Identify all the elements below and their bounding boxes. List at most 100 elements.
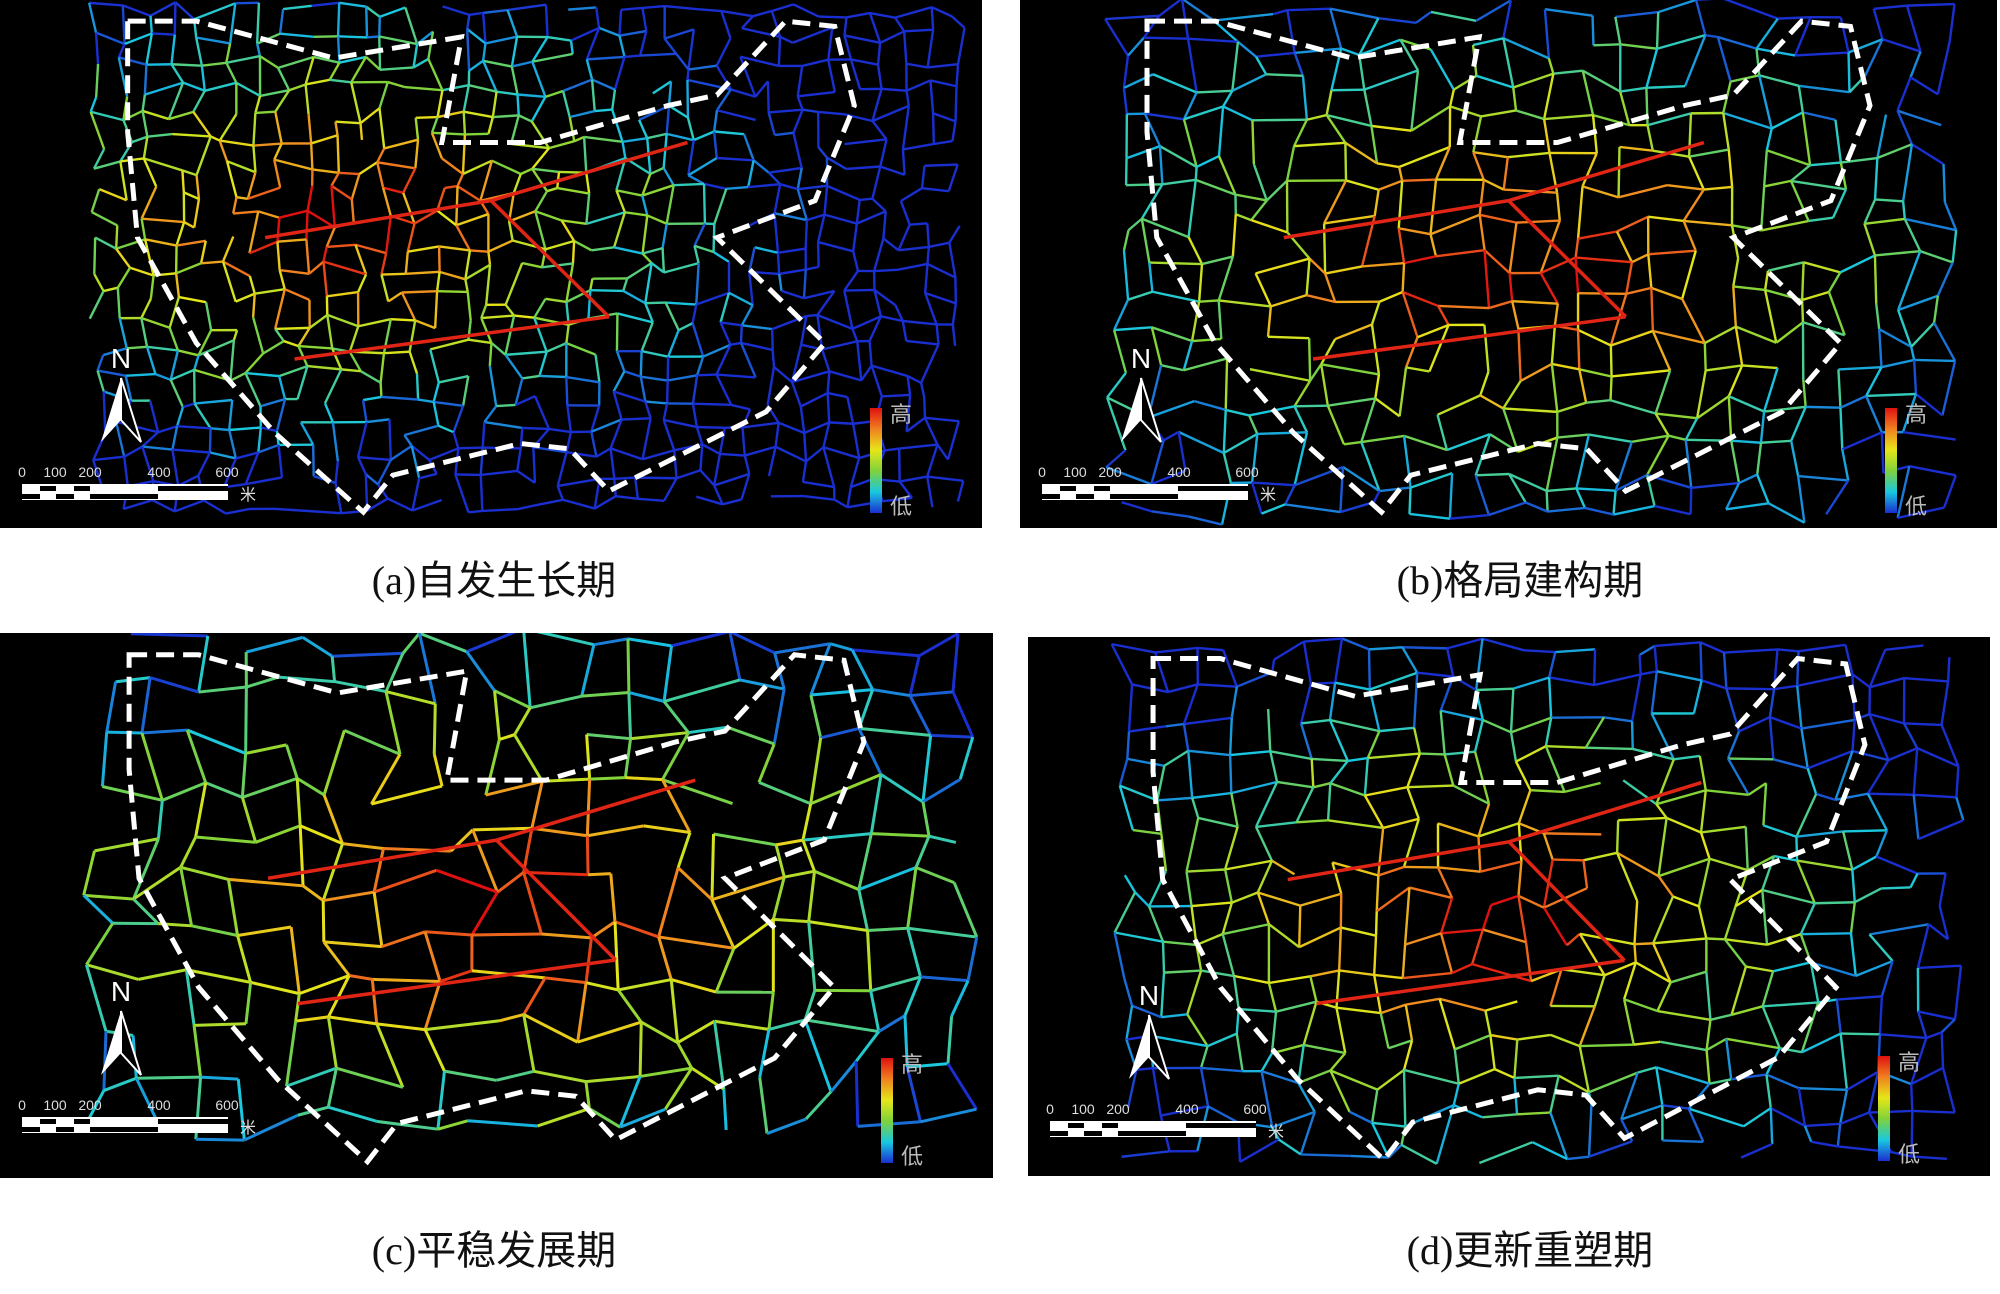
street-segment: [869, 11, 896, 19]
street-segment: [744, 445, 776, 457]
street-segment: [350, 82, 362, 124]
street-segment: [1760, 439, 1792, 444]
street-segment: [197, 451, 212, 477]
street-segment: [390, 317, 416, 322]
street-segment: [618, 35, 626, 58]
street-segment: [335, 1066, 404, 1089]
street-segment: [1398, 145, 1451, 169]
street-segment: [1311, 757, 1348, 763]
street-segment: [678, 322, 694, 332]
street-segment: [1578, 1005, 1596, 1047]
street-segment: [1654, 641, 1701, 648]
street-segment: [1756, 474, 1770, 504]
street-segment: [1339, 969, 1375, 977]
street-segment: [538, 351, 548, 377]
street-segment: [236, 935, 253, 983]
street-segment: [1347, 756, 1368, 763]
street-segment: [195, 174, 201, 200]
street-segment: [588, 872, 611, 877]
street-segment: [803, 432, 808, 462]
street-segment: [642, 4, 665, 10]
street-segment: [452, 431, 460, 449]
street-segment: [803, 494, 835, 501]
street-segment: [1370, 1089, 1379, 1124]
street-segment: [573, 135, 585, 143]
street-segment: [1405, 997, 1440, 1006]
street-segment: [359, 123, 364, 140]
scale-tick-label: 400: [1175, 1101, 1199, 1117]
street-segment: [358, 318, 392, 328]
street-segment: [1653, 937, 1707, 945]
street-segment: [1801, 112, 1812, 166]
street-segment: [867, 926, 908, 933]
street-segment: [1349, 1110, 1373, 1124]
street-segment: [1188, 749, 1231, 757]
street-segment: [259, 55, 279, 69]
street-segment: [200, 1075, 239, 1081]
street-segment: [102, 391, 107, 434]
street-segment: [692, 402, 732, 407]
street-segment: [505, 350, 547, 357]
street-segment: [645, 400, 668, 405]
north-arrow-icon: [1121, 377, 1162, 443]
street-segment: [1502, 37, 1550, 60]
street-segment: [1694, 0, 1707, 36]
street-segment: [1542, 118, 1551, 154]
street-segment: [1865, 395, 1883, 433]
street-segment: [1903, 722, 1942, 727]
street-segment: [1270, 294, 1307, 308]
street-segment: [327, 1105, 378, 1123]
street-segment: [1514, 1074, 1559, 1080]
street-segment: [930, 79, 957, 88]
street-segment: [748, 247, 756, 273]
street-segment: [1576, 329, 1581, 370]
street-segment: [523, 870, 589, 877]
street-segment: [313, 55, 340, 64]
street-segment: [1789, 180, 1810, 222]
street-segment: [1619, 91, 1631, 126]
street-segment: [1896, 76, 1912, 112]
street-segment: [235, 1, 259, 5]
street-segment: [1809, 962, 1820, 1003]
street-segment: [365, 56, 381, 71]
street-segment: [1744, 826, 1749, 871]
street-segment: [467, 1119, 538, 1128]
street-segment: [181, 170, 186, 193]
street-segment: [665, 301, 697, 306]
street-segment: [1723, 0, 1779, 20]
street-segment: [365, 5, 381, 18]
street-segment: [1777, 15, 1811, 20]
street-segment: [1611, 369, 1671, 378]
street-segment: [455, 224, 471, 252]
street-segment: [954, 86, 958, 122]
street-segment: [218, 140, 229, 162]
street-segment: [1373, 189, 1380, 217]
street-segment: [907, 926, 977, 939]
street-segment: [1880, 960, 1894, 997]
street-segment: [279, 209, 308, 219]
street-segment: [1762, 783, 1768, 826]
street-segment: [530, 120, 551, 149]
street-segment: [849, 59, 862, 90]
street-segment: [869, 990, 881, 1032]
street-segment: [1378, 179, 1403, 191]
street-segment: [640, 375, 668, 382]
street-segment: [306, 209, 336, 229]
street-segment: [83, 893, 134, 901]
street-segment: [1361, 434, 1405, 444]
street-segment: [235, 451, 259, 460]
street-segment: [1163, 749, 1189, 767]
street-segment: [1864, 217, 1905, 225]
street-segment: [850, 477, 874, 489]
street-segment: [1340, 501, 1375, 514]
street-segment: [1603, 716, 1633, 723]
street-segment: [301, 636, 333, 658]
street-segment: [1705, 789, 1749, 796]
street-segment: [1839, 394, 1867, 409]
street-segment: [464, 250, 472, 280]
street-segment: [673, 450, 678, 479]
street-segment: [594, 108, 613, 113]
street-segment: [1327, 819, 1384, 830]
street-segment: [1185, 871, 1193, 907]
street-segment: [1917, 1011, 1928, 1039]
